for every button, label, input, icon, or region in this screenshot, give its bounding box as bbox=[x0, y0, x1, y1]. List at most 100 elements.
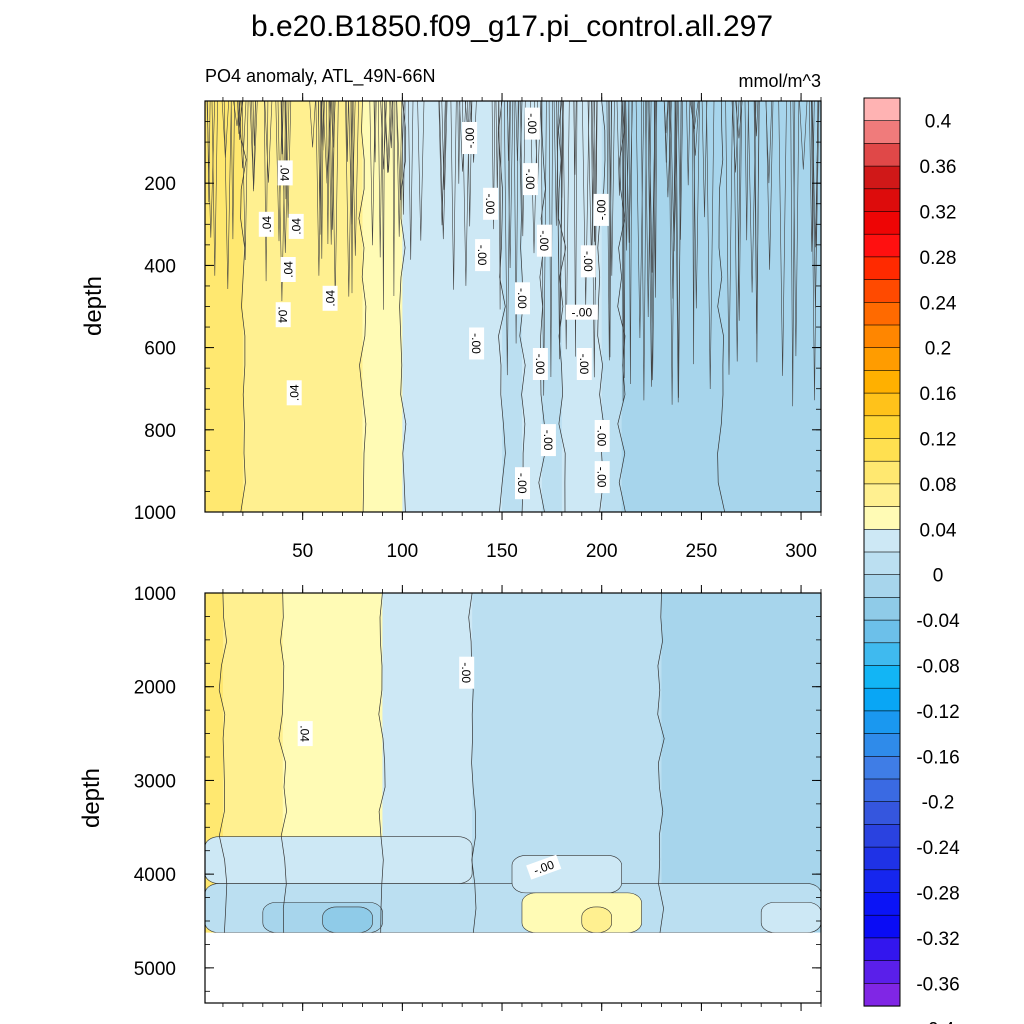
surface-contour bbox=[384, 101, 391, 173]
band-3 bbox=[402, 101, 503, 512]
lower-frame bbox=[204, 592, 822, 1004]
surface-contour bbox=[389, 101, 394, 149]
contour-label-0: .04 bbox=[277, 160, 293, 186]
surface-contour bbox=[692, 101, 695, 365]
colorbar-label-8: 0.08 bbox=[920, 475, 957, 496]
contour-label-text: -.00 bbox=[463, 127, 477, 148]
colorbar-label-19: -0.36 bbox=[916, 974, 959, 995]
contour-line-10 bbox=[717, 101, 726, 512]
colorbar-box-7 bbox=[863, 256, 901, 281]
colorbar: 0.4 0.36 0.32 0.28 0.24 0.2 0.16 0.12 0.08 0.04 0 -… bbox=[863, 97, 960, 1024]
surface-contour bbox=[670, 101, 678, 252]
contour-label-text: -.00 bbox=[469, 333, 483, 354]
xtick-label: 50 bbox=[292, 541, 313, 562]
colorbar-label-5: 0.2 bbox=[925, 339, 951, 360]
surface-contour bbox=[350, 101, 354, 294]
colorbar-box-34 bbox=[863, 869, 901, 894]
colorbar-box-13 bbox=[863, 392, 901, 417]
colorbar-box-12 bbox=[863, 370, 901, 394]
contour-label-23: -.00 bbox=[594, 461, 610, 494]
surface-contour bbox=[378, 101, 383, 258]
surface-contour bbox=[647, 101, 656, 387]
contour-label-bg bbox=[536, 224, 552, 257]
subtitle-left: PO4 anomaly, ATL_49N-66N bbox=[205, 66, 435, 87]
contour-label-14: -.00 bbox=[580, 245, 596, 278]
contour-label-6: .04 bbox=[286, 380, 302, 406]
colorbar-label-14: -0.16 bbox=[916, 747, 959, 768]
ytick-label: 5000 bbox=[134, 959, 176, 980]
contour-line-3 bbox=[378, 593, 386, 933]
surface-contour bbox=[491, 101, 496, 230]
surface-contour bbox=[686, 101, 691, 186]
contour-label-bg bbox=[275, 302, 291, 328]
contour-label-text: -.00 bbox=[515, 288, 529, 309]
surface-contour bbox=[382, 101, 385, 310]
colorbar-box-15 bbox=[863, 438, 901, 462]
surface-contour bbox=[736, 101, 742, 321]
surface-contour bbox=[706, 101, 715, 390]
colorbar-box-36 bbox=[863, 914, 901, 939]
contour-label-bg bbox=[469, 327, 485, 360]
surface-contour bbox=[280, 101, 284, 155]
colorbar-box-11 bbox=[863, 347, 901, 372]
contour-label-text: -.00 bbox=[537, 230, 551, 251]
subtitle-right: mmol/m^3 bbox=[739, 71, 821, 91]
surface-contour bbox=[674, 101, 682, 403]
contour-label-text: -.00 bbox=[483, 193, 497, 214]
surface-contour bbox=[635, 101, 645, 339]
contour-label-18: -.00 bbox=[532, 348, 548, 380]
surface-contour bbox=[790, 101, 796, 407]
contour-label-text: -.00 bbox=[459, 662, 473, 683]
ytick-label: 2000 bbox=[134, 678, 176, 699]
contour-label-text: -.00 bbox=[595, 426, 609, 447]
upper-fill bbox=[205, 101, 821, 512]
contour-label-bg bbox=[286, 380, 302, 406]
patch-7 bbox=[760, 901, 821, 934]
contour-label-text: .04 bbox=[260, 216, 274, 233]
colorbar-box-14 bbox=[863, 415, 901, 440]
surface-contour bbox=[540, 101, 547, 396]
ytick-label: 4000 bbox=[134, 865, 176, 886]
contour-label-15: -.00 bbox=[515, 282, 530, 315]
surface-contour bbox=[616, 101, 623, 196]
contour-label-text: -.00 bbox=[532, 857, 557, 877]
colorbar-box-32 bbox=[863, 824, 901, 848]
colorbar-box-39 bbox=[863, 982, 901, 1007]
contour-label-bg bbox=[258, 211, 274, 237]
colorbar-box-20 bbox=[863, 551, 901, 576]
ytick-label: 800 bbox=[144, 421, 176, 442]
xtick-label: 150 bbox=[486, 541, 518, 562]
surface-contour bbox=[470, 101, 477, 163]
contour-label-11: -.00 bbox=[475, 239, 491, 272]
surface-contour bbox=[281, 101, 290, 253]
lower-ylabel: depth bbox=[78, 768, 105, 828]
contour-label-text: -.00 bbox=[577, 354, 591, 375]
colorbar-box-10 bbox=[863, 324, 901, 349]
ytick-label: 400 bbox=[144, 256, 176, 277]
colorbar-label-6: 0.16 bbox=[920, 384, 957, 405]
surface-contour bbox=[230, 101, 235, 240]
surface-contour bbox=[520, 101, 526, 237]
surface-contour bbox=[241, 101, 249, 261]
xtick-label: 200 bbox=[586, 541, 618, 562]
colorbar-label-0: 0.4 bbox=[925, 112, 952, 133]
surface-contour bbox=[677, 101, 683, 240]
colorbar-box-22 bbox=[863, 597, 901, 621]
surface-contour bbox=[621, 101, 625, 402]
colorbar-label-4: 0.24 bbox=[920, 293, 957, 314]
colorbar-box-3 bbox=[863, 165, 901, 190]
contour-label-3: .04 bbox=[280, 257, 296, 282]
contour-label-text: -.00 bbox=[595, 467, 609, 488]
surface-contour bbox=[251, 101, 256, 192]
colorbar-box-16 bbox=[863, 460, 901, 485]
xtick-label: 300 bbox=[785, 541, 817, 562]
contour-line-5 bbox=[657, 593, 665, 933]
contour-label-19: -.00 bbox=[576, 348, 592, 380]
surface-contour bbox=[346, 101, 349, 162]
surface-contour bbox=[556, 101, 564, 343]
surface-contour bbox=[507, 101, 511, 161]
contour-label-bg bbox=[580, 245, 596, 278]
surface-contour bbox=[689, 101, 699, 130]
xtick-label: 250 bbox=[686, 541, 718, 562]
contour-label-text: -.00 bbox=[541, 430, 555, 451]
